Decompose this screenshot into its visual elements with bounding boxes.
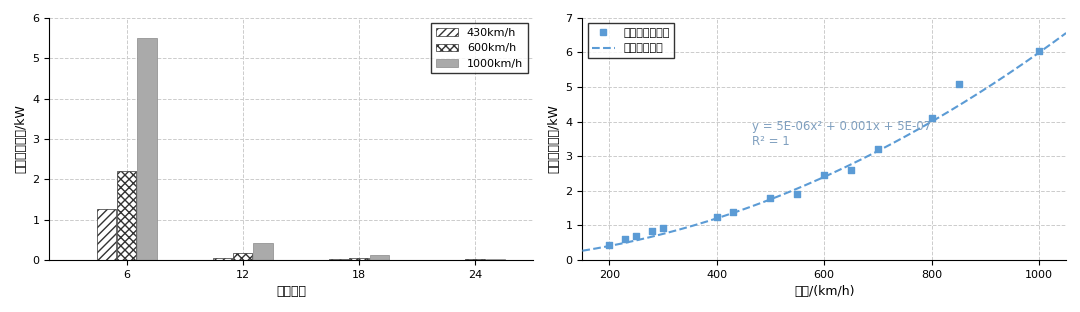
- Point: [627, 234, 645, 239]
- Point: [1030, 48, 1048, 53]
- Point: [869, 147, 887, 152]
- X-axis label: 速度/(km/h): 速度/(km/h): [794, 285, 854, 298]
- Bar: [233, 253, 253, 260]
- Bar: [254, 243, 273, 260]
- Bar: [369, 255, 389, 260]
- Text: y = 5E-06x² + 0.001x + 5E-07
R² = 1: y = 5E-06x² + 0.001x + 5E-07 R² = 1: [752, 120, 931, 148]
- Bar: [329, 259, 348, 260]
- Point: [842, 168, 860, 173]
- Point: [815, 173, 833, 178]
- Point: [644, 229, 661, 234]
- Point: [950, 81, 968, 86]
- Bar: [137, 38, 157, 260]
- Y-axis label: 次级铁心损耗/kW: 次级铁心损耗/kW: [546, 105, 559, 173]
- Point: [708, 214, 726, 219]
- Point: [725, 210, 742, 215]
- Point: [617, 236, 634, 241]
- Point: [761, 195, 779, 200]
- Point: [654, 226, 672, 231]
- Bar: [213, 258, 232, 260]
- Legend: 430km/h, 600km/h, 1000km/h: 430km/h, 600km/h, 1000km/h: [431, 23, 527, 73]
- Point: [600, 243, 618, 248]
- Legend: 次级总铁心损耗, 二次函数拟合: 次级总铁心损耗, 二次函数拟合: [588, 23, 674, 58]
- Bar: [97, 209, 116, 260]
- Bar: [117, 171, 136, 260]
- Bar: [349, 258, 368, 260]
- X-axis label: 谐波次数: 谐波次数: [276, 285, 306, 298]
- Y-axis label: 次级铁芯损耗/kW: 次级铁芯损耗/kW: [14, 105, 27, 173]
- Bar: [486, 259, 505, 260]
- Point: [923, 116, 941, 121]
- Point: [788, 192, 806, 197]
